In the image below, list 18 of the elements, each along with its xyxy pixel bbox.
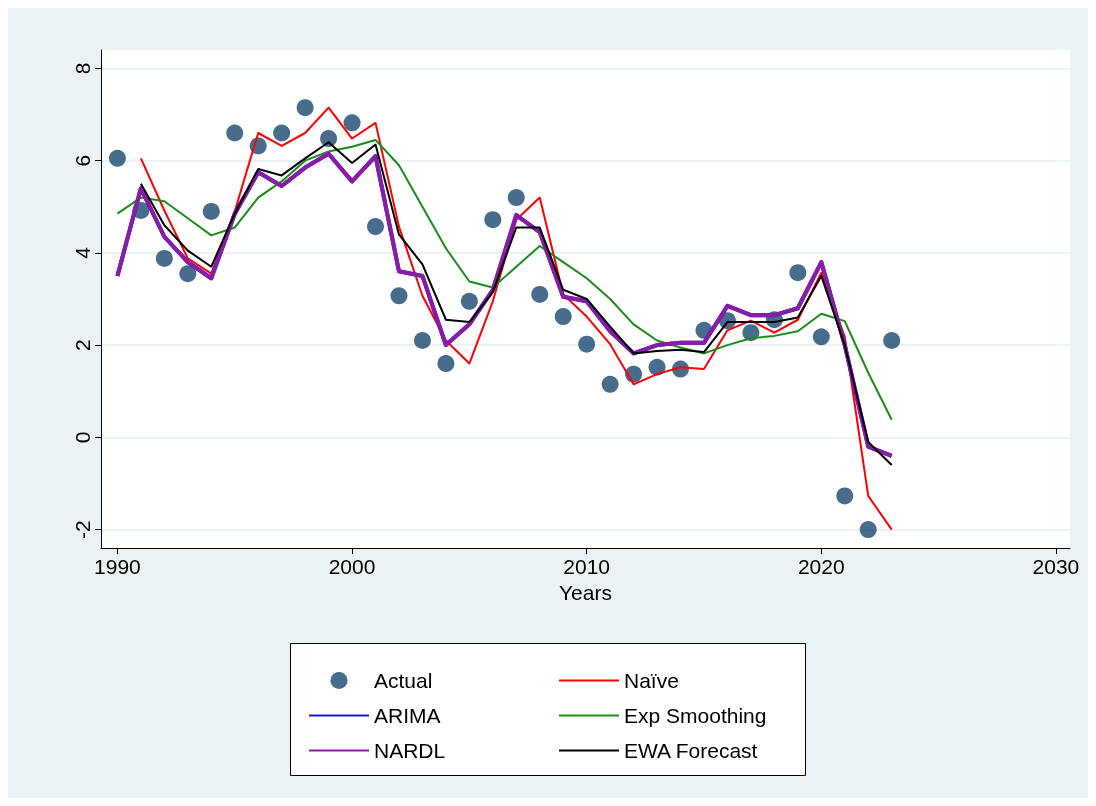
- legend-label: Naïve: [624, 669, 679, 692]
- x-tick-label: 1990: [94, 555, 141, 578]
- y-tick-label: 4: [71, 246, 94, 259]
- legend-label: Actual: [374, 669, 433, 692]
- x-axis-title: Years: [559, 580, 612, 604]
- y-tick-label: 2: [71, 339, 94, 351]
- y-tick-label: -2: [71, 520, 94, 539]
- legend-label: Exp Smoothing: [624, 704, 767, 727]
- legend-label: ARIMA: [374, 704, 441, 727]
- x-tick-label: 2000: [328, 555, 376, 578]
- x-tick-label: 2010: [563, 555, 611, 578]
- y-tick-label: 0: [71, 431, 94, 444]
- legend-label: NARDL: [374, 739, 446, 762]
- legend-label: EWA Forecast: [624, 739, 758, 762]
- x-tick-label: 2030: [1032, 555, 1080, 578]
- x-tick-label: 2020: [797, 555, 845, 578]
- y-tick-label: 6: [71, 154, 94, 167]
- y-tick-label: 8: [71, 62, 94, 75]
